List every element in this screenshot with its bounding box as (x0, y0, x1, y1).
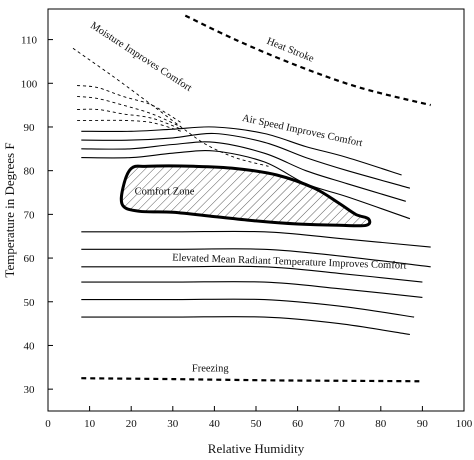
curve-mrt-4 (81, 281, 423, 298)
x-tick-label: 80 (375, 418, 387, 430)
y-tick-label: 30 (24, 384, 36, 396)
x-tick-label: 40 (209, 418, 221, 430)
curve-moisture-1 (77, 85, 182, 123)
curve-layer (72, 14, 431, 383)
y-tick-label: 70 (24, 209, 36, 221)
annotation-heat-stroke: Heat Stroke (265, 36, 316, 65)
x-tick-label: 60 (292, 418, 304, 430)
x-tick-label: 90 (417, 418, 429, 430)
annotation-comfort-zone: Comfort Zone (135, 187, 195, 198)
curve-mrt-3 (81, 265, 423, 283)
curve-mrt-2 (81, 248, 431, 268)
curve-mrt-1 (81, 230, 431, 248)
curve-moisture-2 (77, 95, 182, 128)
curve-heat-stroke (184, 14, 431, 107)
curve-air-4 (81, 150, 411, 220)
y-tick-label: 50 (24, 297, 36, 309)
y-axis-label: Temperature in Degrees F (2, 142, 17, 277)
x-tick-label: 50 (251, 418, 263, 430)
curve-mrt-6 (81, 316, 410, 336)
annotation-freezing: Freezing (192, 364, 229, 375)
y-tick-layer: 30 40 50 60 70 80 90 100 110 (21, 35, 53, 396)
y-tick-label: 100 (21, 78, 38, 90)
x-tick-label: 20 (126, 418, 138, 430)
x-tick-label: 30 (167, 418, 179, 430)
curve-moisture-3 (77, 108, 182, 130)
curve-air-3 (81, 141, 406, 202)
y-tick-label: 90 (24, 122, 36, 134)
comfort-zone-layer (119, 164, 372, 228)
x-tick-label: 100 (456, 418, 473, 430)
x-tick-layer: 0 10 20 30 40 50 60 70 80 90 100 (45, 406, 473, 430)
curve-air-2 (81, 132, 411, 189)
y-tick-label: 60 (24, 253, 36, 265)
annotation-moisture: Moisture Improves Comfort (88, 20, 193, 94)
y-tick-label: 40 (24, 340, 36, 352)
x-tick-label: 10 (84, 418, 96, 430)
x-tick-label: 70 (334, 418, 346, 430)
curve-freezing (81, 377, 423, 383)
x-axis-label: Relative Humidity (208, 441, 305, 456)
comfort-zone-area (119, 164, 372, 228)
curve-mrt-5 (81, 298, 415, 318)
curve-moisture-4 (77, 119, 182, 132)
curve-air-1 (81, 126, 402, 176)
x-tick-label: 0 (45, 418, 51, 430)
y-tick-label: 110 (21, 35, 38, 47)
y-tick-label: 80 (24, 166, 36, 178)
annotation-air-speed: Air Speed Improves Comfort (241, 113, 363, 149)
curve-moisture-descent (72, 47, 269, 167)
